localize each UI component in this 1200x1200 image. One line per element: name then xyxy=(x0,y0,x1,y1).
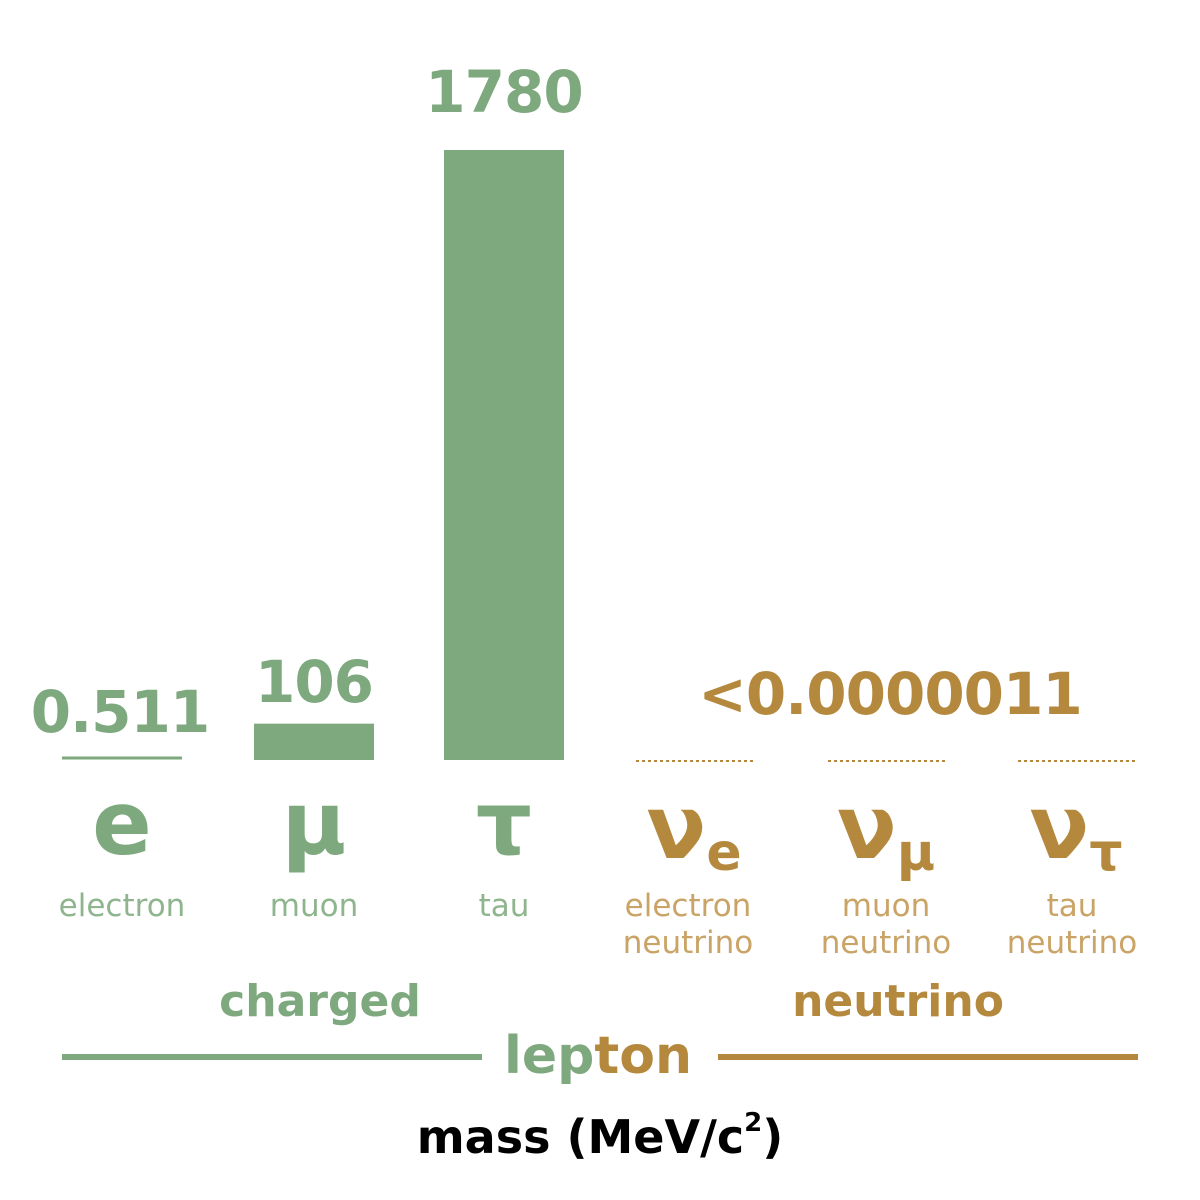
axis-title-text: mass (MeV/c xyxy=(416,1110,745,1164)
name-tau-neutrino: tau neutrino xyxy=(1006,888,1138,961)
symbol-electron-neutrino: νe xyxy=(646,776,742,883)
symbol-tau: τ xyxy=(475,772,533,875)
name-electron-neutrino: electron neutrino xyxy=(622,888,754,961)
symbol-muon: μ xyxy=(281,772,347,875)
lepton-label: lepton xyxy=(504,1026,692,1086)
name-muon: muon xyxy=(269,888,359,924)
group-label-charged: charged xyxy=(219,976,421,1027)
value-label-tau: 1780 xyxy=(425,58,583,126)
symbol-muon-neutrino-subscript: μ xyxy=(896,823,936,883)
symbol-tau-neutrino-subscript: τ xyxy=(1089,823,1123,883)
name-tau: tau xyxy=(478,888,530,924)
symbol-muon-neutrino: νμ xyxy=(836,776,936,883)
bars-layer xyxy=(254,150,564,760)
symbol-electron-neutrino-subscript: e xyxy=(706,823,742,883)
value-label-neutrinos: <0.0000011 xyxy=(698,660,1082,728)
name-electron: electron xyxy=(58,888,186,924)
symbol-tau-neutrino: ντ xyxy=(1029,776,1123,883)
group-label-neutrino: neutrino xyxy=(792,976,1004,1027)
bar-muon xyxy=(254,723,374,760)
axis-title-close: ) xyxy=(762,1110,784,1164)
symbol-electron: e xyxy=(92,772,152,875)
lepton-label-part2: ton xyxy=(594,1026,692,1086)
name-muon-neutrino: muon neutrino xyxy=(820,888,952,961)
value-label-muon: 106 xyxy=(254,648,374,716)
value-label-electron: 0.511 xyxy=(30,678,210,746)
lepton-label-part1: lep xyxy=(504,1026,595,1086)
axis-title: mass (MeV/c2) xyxy=(417,1108,784,1164)
axis-title-superscript: 2 xyxy=(744,1108,763,1138)
bar-tau xyxy=(444,150,564,760)
